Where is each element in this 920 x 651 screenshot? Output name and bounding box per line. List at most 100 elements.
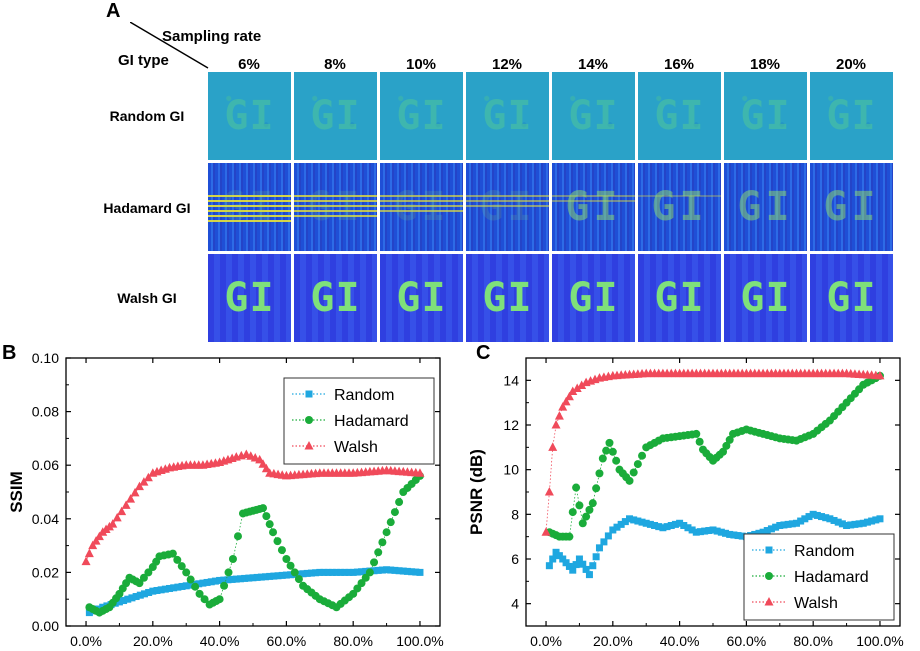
point-random bbox=[838, 520, 846, 528]
y-tick-label: 6 bbox=[511, 551, 519, 567]
point-random bbox=[589, 562, 597, 570]
point-random bbox=[667, 522, 675, 529]
point-random bbox=[85, 609, 93, 617]
header-sampling-rate: Sampling rate bbox=[162, 28, 262, 45]
row-label-1: Random GI bbox=[109, 108, 185, 124]
point-walsh bbox=[258, 459, 268, 468]
point-hadamard bbox=[565, 532, 574, 541]
point-hadamard bbox=[265, 520, 274, 529]
point-walsh bbox=[415, 468, 425, 477]
point-hadamard bbox=[282, 555, 291, 563]
point-hadamard bbox=[370, 558, 379, 567]
legend-label-random: Random bbox=[334, 387, 394, 404]
legend-label-hadamard: Hadamard bbox=[794, 569, 869, 586]
point-random bbox=[788, 520, 796, 528]
point-random bbox=[195, 580, 203, 588]
column-label-1: 6% bbox=[238, 56, 260, 73]
point-random bbox=[843, 522, 851, 529]
point-hadamard bbox=[695, 437, 704, 446]
point-hadamard bbox=[585, 505, 594, 514]
point-hadamard bbox=[273, 537, 282, 546]
header-diagonal bbox=[130, 22, 209, 69]
point-walsh bbox=[121, 500, 131, 509]
image-tile-r3-c4: GI bbox=[466, 254, 549, 342]
point-hadamard bbox=[638, 451, 647, 460]
image-tile-r2-c2: GI bbox=[294, 163, 377, 251]
point-hadamard bbox=[139, 573, 148, 582]
point-random bbox=[642, 519, 650, 527]
point-random bbox=[863, 518, 871, 526]
point-hadamard bbox=[357, 579, 366, 588]
point-random bbox=[274, 572, 282, 580]
point-walsh bbox=[548, 442, 558, 451]
point-walsh bbox=[544, 487, 554, 496]
point-random bbox=[295, 570, 303, 578]
point-random bbox=[383, 566, 391, 574]
series-line-walsh bbox=[545, 373, 881, 533]
point-random bbox=[717, 528, 725, 536]
point-walsh bbox=[255, 454, 265, 464]
point-random bbox=[646, 520, 654, 528]
point-hadamard bbox=[177, 562, 186, 571]
point-walsh bbox=[94, 531, 104, 541]
point-hadamard bbox=[598, 454, 607, 463]
point-random bbox=[792, 519, 800, 527]
point-random bbox=[876, 515, 884, 523]
point-hadamard bbox=[195, 589, 204, 598]
point-hadamard bbox=[290, 568, 299, 577]
point-hadamard bbox=[224, 568, 233, 577]
point-random bbox=[266, 572, 274, 580]
tile-glyph-text: GI bbox=[482, 93, 533, 139]
point-random bbox=[345, 568, 353, 576]
point-random bbox=[270, 572, 278, 580]
legend-marker-random bbox=[765, 546, 773, 554]
y-tick-label: 0.00 bbox=[32, 618, 59, 634]
x-tick-label: 0.0% bbox=[530, 633, 562, 649]
point-walsh bbox=[572, 383, 582, 393]
point-random bbox=[734, 532, 742, 540]
point-random bbox=[818, 513, 826, 521]
point-walsh bbox=[117, 506, 127, 516]
image-tile-r3-c8: GI bbox=[810, 254, 893, 342]
point-random bbox=[805, 513, 813, 521]
tile-glyph-text: GI bbox=[396, 93, 447, 139]
point-random bbox=[621, 518, 629, 526]
point-hadamard bbox=[191, 582, 200, 591]
tile-glyph-text: GI bbox=[740, 93, 791, 139]
point-random bbox=[604, 532, 612, 540]
y-tick-label: 14 bbox=[503, 372, 519, 388]
tile-glyph-text: GI bbox=[224, 275, 275, 321]
point-random bbox=[822, 514, 830, 522]
point-random bbox=[174, 583, 182, 591]
tile-glyph-text: GI bbox=[826, 93, 877, 139]
point-hadamard bbox=[220, 581, 229, 590]
point-random bbox=[847, 521, 855, 529]
point-random bbox=[203, 578, 211, 586]
point-hadamard bbox=[269, 528, 278, 537]
point-random bbox=[780, 521, 788, 529]
legend-marker-random bbox=[305, 390, 313, 398]
point-random bbox=[638, 518, 646, 526]
legend-label-random: Random bbox=[794, 543, 854, 560]
point-random bbox=[124, 595, 132, 603]
point-random bbox=[676, 519, 684, 527]
point-random bbox=[278, 571, 286, 579]
point-random bbox=[349, 568, 357, 576]
point-random bbox=[245, 574, 253, 582]
point-random bbox=[153, 586, 161, 594]
point-random bbox=[759, 528, 767, 536]
point-walsh bbox=[564, 391, 574, 401]
point-random bbox=[722, 529, 730, 537]
point-walsh bbox=[558, 402, 568, 411]
point-random bbox=[713, 527, 721, 535]
y-axis-label: PSNR (dB) bbox=[467, 449, 486, 535]
point-random bbox=[320, 568, 328, 576]
point-hadamard bbox=[135, 579, 144, 588]
point-random bbox=[161, 585, 169, 593]
point-hadamard bbox=[722, 441, 731, 450]
panel-c-letter: C bbox=[476, 342, 491, 364]
point-hadamard bbox=[582, 512, 591, 521]
point-hadamard bbox=[719, 447, 728, 456]
point-random bbox=[391, 566, 399, 574]
point-walsh bbox=[568, 386, 578, 395]
